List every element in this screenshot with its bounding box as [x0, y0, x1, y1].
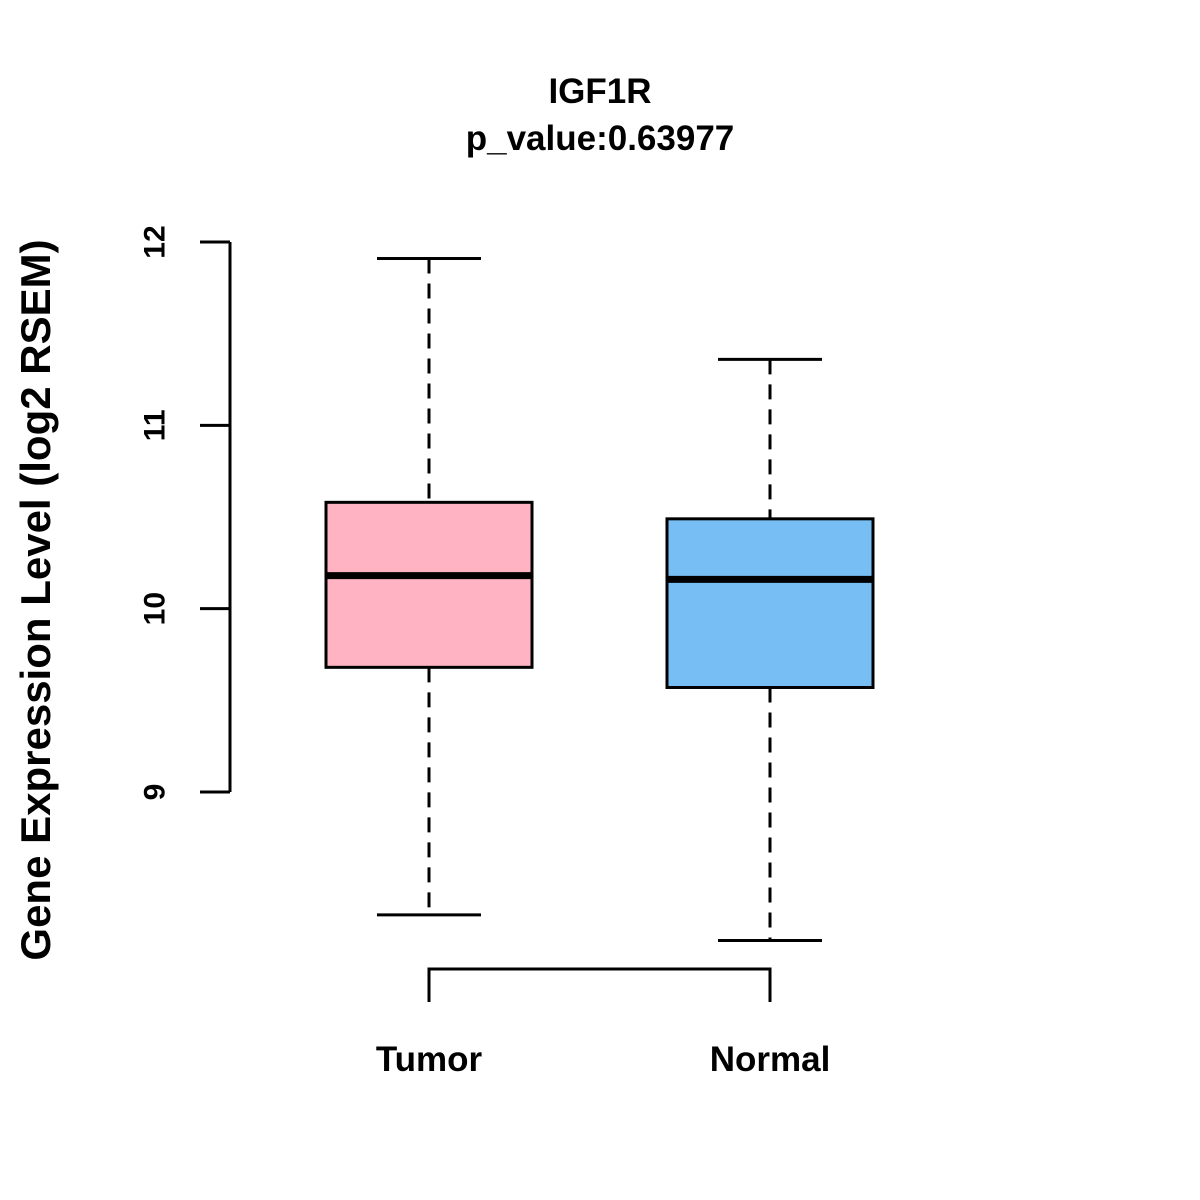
normal-iqr-box — [665, 517, 875, 689]
chart-title: IGF1R — [548, 72, 652, 111]
y-tick-label: 9 — [139, 784, 172, 801]
x-category-label-tumor: Tumor — [375, 1040, 483, 1079]
y-tick-label: 11 — [139, 409, 172, 441]
y-tick-label: 12 — [139, 225, 172, 258]
y-axis-title-text: Gene Expression Level (log2 RSEM) — [12, 239, 59, 961]
tumor-iqr-box — [324, 500, 534, 669]
y-tick-label: 10 — [139, 592, 172, 625]
x-category-label-normal: Normal — [709, 1040, 831, 1079]
x-axis-bracket — [427, 967, 772, 1002]
chart-subtitle: p_value:0.63977 — [465, 119, 735, 158]
